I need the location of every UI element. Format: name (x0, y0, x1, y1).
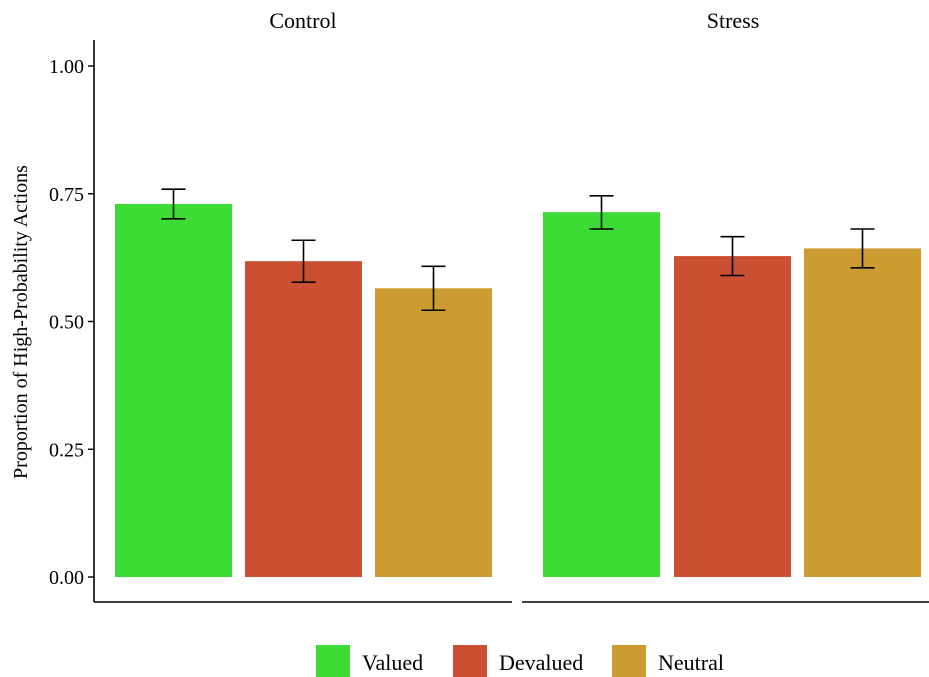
bar-control-valued (115, 203, 232, 577)
legend-swatch-devalued (453, 645, 487, 677)
y-tick-label: 1.00 (49, 56, 84, 78)
facet-title-stress: Stress (707, 8, 760, 33)
bar-stress-devalued (674, 256, 791, 577)
facet-title-control: Control (269, 8, 336, 33)
bar-stress-valued (543, 212, 660, 577)
bar-control-devalued (245, 261, 362, 577)
legend-label-valued: Valued (362, 650, 423, 675)
legend-label-devalued: Devalued (499, 650, 583, 675)
legend-swatch-valued (316, 645, 350, 677)
legend-swatch-neutral (612, 645, 646, 677)
y-tick-label: 0.50 (49, 312, 84, 334)
bar-stress-neutral (804, 248, 921, 577)
y-tick-label: 0.25 (49, 439, 84, 461)
y-tick-label: 0.75 (49, 184, 84, 206)
legend-label-neutral: Neutral (658, 650, 724, 675)
bar-control-neutral (375, 288, 492, 577)
y-tick-label: 0.00 (49, 567, 84, 589)
y-axis-title: Proportion of High-Probability Actions (10, 165, 32, 479)
